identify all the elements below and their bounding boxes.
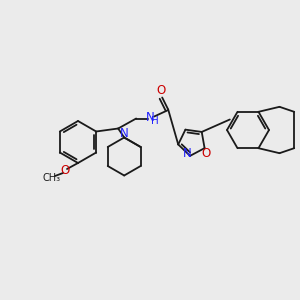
Text: N: N	[146, 111, 154, 124]
Text: H: H	[151, 116, 159, 127]
Text: N: N	[183, 147, 191, 161]
Text: O: O	[201, 147, 210, 160]
Text: N: N	[120, 127, 129, 140]
Text: CH₃: CH₃	[43, 173, 61, 183]
Text: O: O	[157, 84, 166, 97]
Text: O: O	[60, 164, 70, 178]
